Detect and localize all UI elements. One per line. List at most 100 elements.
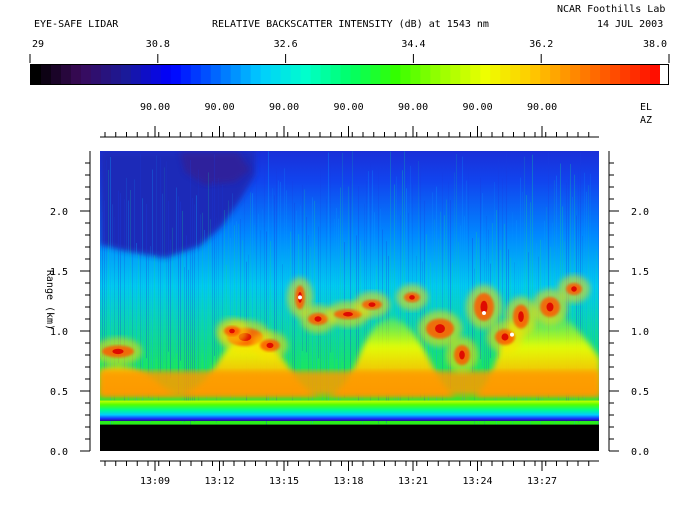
x-tick-label: 13:24 bbox=[462, 476, 492, 487]
x-tick-label: 13:09 bbox=[140, 476, 170, 487]
signal-streak bbox=[134, 179, 135, 411]
signal-streak bbox=[404, 151, 405, 368]
signal-streak bbox=[214, 154, 215, 356]
aerosol-plume-core bbox=[480, 300, 488, 314]
colorbar-swatch bbox=[460, 65, 471, 84]
signal-streak bbox=[484, 259, 485, 429]
elevation-angle-value: 90.00 bbox=[527, 102, 558, 113]
signal-streak bbox=[352, 151, 353, 377]
signal-streak bbox=[548, 152, 549, 398]
signal-streak bbox=[216, 217, 217, 424]
colorbar-ticks bbox=[29, 54, 670, 63]
colorbar-swatch bbox=[530, 65, 541, 84]
colorbar-swatch bbox=[230, 65, 242, 84]
signal-streak bbox=[350, 180, 351, 376]
lab-name: NCAR Foothills Lab bbox=[557, 4, 666, 15]
signal-streak bbox=[592, 253, 593, 394]
signal-streak bbox=[456, 153, 457, 389]
y-tick-label-left: 2.0 bbox=[50, 207, 68, 218]
signal-streak bbox=[320, 161, 321, 393]
signal-streak bbox=[260, 230, 261, 391]
signal-streak bbox=[136, 242, 137, 420]
signal-streak bbox=[256, 169, 257, 390]
signal-streak bbox=[362, 245, 363, 431]
signal-streak bbox=[150, 246, 151, 423]
signal-streak bbox=[302, 185, 303, 352]
signal-streak bbox=[176, 187, 177, 354]
signal-streak bbox=[452, 262, 453, 354]
signal-streak bbox=[470, 266, 471, 387]
signal-streak bbox=[206, 259, 207, 399]
colorbar-swatch bbox=[60, 65, 72, 84]
aerosol-plume-core bbox=[368, 302, 376, 307]
signal-streak bbox=[408, 212, 409, 413]
signal-streak bbox=[160, 157, 161, 374]
signal-streak bbox=[116, 269, 117, 387]
colorbar-swatch bbox=[570, 65, 581, 84]
signal-streak bbox=[230, 237, 231, 399]
y-tick-label-left: 1.0 bbox=[50, 327, 68, 338]
aerosol-plume-core bbox=[501, 333, 509, 341]
signal-streak bbox=[180, 201, 181, 361]
near-field-band bbox=[100, 400, 599, 421]
signal-streak bbox=[506, 153, 507, 372]
colorbar-swatch bbox=[290, 65, 302, 84]
signal-streak bbox=[172, 227, 173, 373]
y-tick-label-left: 0.5 bbox=[50, 387, 68, 398]
signal-streak bbox=[110, 157, 111, 427]
signal-streak bbox=[336, 207, 337, 359]
signal-streak bbox=[164, 167, 165, 365]
colorbar-tick-label: 29 bbox=[32, 39, 45, 50]
aerosol-plume-core bbox=[112, 348, 124, 355]
signal-streak bbox=[464, 216, 465, 406]
signal-streak bbox=[448, 181, 449, 387]
colorbar-swatch bbox=[410, 65, 421, 84]
signal-streak bbox=[450, 200, 451, 389]
signal-streak bbox=[582, 235, 583, 399]
signal-streak bbox=[264, 162, 265, 359]
colorbar-swatch bbox=[220, 65, 232, 84]
date-label: 14 JUL 2003 bbox=[597, 19, 664, 30]
signal-streak bbox=[272, 188, 273, 401]
signal-streak bbox=[208, 172, 209, 379]
colorbar-swatch bbox=[400, 65, 411, 84]
colorbar-swatch bbox=[340, 65, 352, 84]
colorbar-swatch bbox=[420, 65, 431, 84]
colorbar-swatch bbox=[640, 65, 651, 84]
signal-streak bbox=[434, 219, 435, 375]
x-tick-label: 13:27 bbox=[527, 476, 557, 487]
colorbar-swatch bbox=[90, 65, 102, 84]
colorbar-swatch bbox=[330, 65, 342, 84]
signal-streak bbox=[310, 246, 311, 426]
signal-streak bbox=[288, 249, 289, 388]
signal-streak bbox=[532, 154, 533, 354]
signal-streak bbox=[158, 250, 159, 419]
signal-streak bbox=[224, 210, 225, 370]
colorbar-tick-label: 38.0 bbox=[643, 39, 668, 50]
aerosol-plume-core bbox=[229, 328, 235, 334]
signal-streak bbox=[184, 267, 185, 422]
signal-streak bbox=[410, 165, 411, 361]
colorbar-swatch bbox=[190, 65, 202, 84]
colorbar-swatch bbox=[40, 65, 52, 84]
aerosol-plume-core bbox=[266, 342, 274, 349]
signal-streak bbox=[560, 163, 561, 390]
signal-streak bbox=[210, 219, 211, 358]
aerosol-plume-core bbox=[571, 286, 577, 292]
signal-streak bbox=[118, 190, 119, 364]
signal-streak bbox=[270, 241, 271, 397]
signal-streak bbox=[314, 200, 315, 382]
signal-streak bbox=[468, 168, 469, 354]
signal-streak bbox=[238, 224, 239, 378]
colorbar-swatch-min bbox=[31, 65, 41, 84]
signal-streak bbox=[498, 159, 499, 360]
elevation-angle-value: 90.00 bbox=[333, 102, 364, 113]
colorbar-tick-label: 32.6 bbox=[273, 39, 298, 50]
signal-streak bbox=[122, 257, 123, 389]
chart-title: RELATIVE BACKSCATTER INTENSITY (dB) at 1… bbox=[212, 19, 489, 30]
saturated-pixel bbox=[298, 295, 302, 300]
signal-streak bbox=[168, 200, 169, 352]
x-tick-label: 13:15 bbox=[269, 476, 299, 487]
signal-streak bbox=[240, 219, 241, 361]
signal-streak bbox=[140, 153, 141, 377]
